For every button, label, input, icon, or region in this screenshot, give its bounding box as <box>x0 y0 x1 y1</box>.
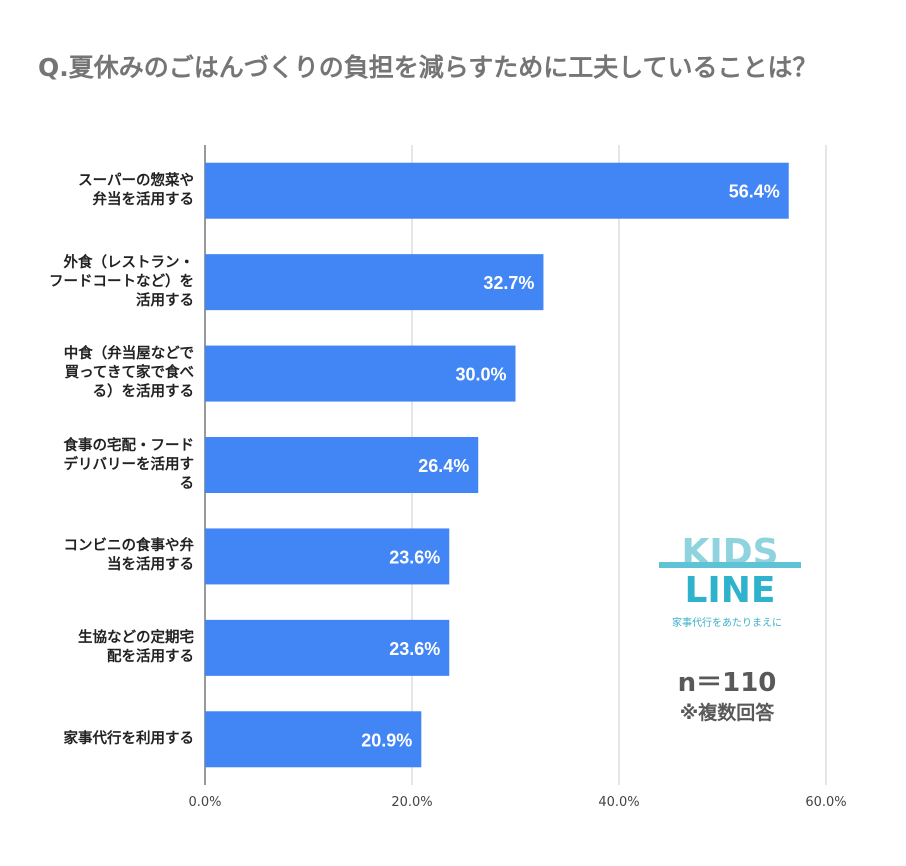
bar <box>205 711 422 768</box>
bar <box>205 437 479 493</box>
data-label: 56.4% <box>729 182 780 202</box>
category-label: コンビニの食事や弁 当を活用する <box>63 538 195 574</box>
data-label: 23.6% <box>389 547 440 567</box>
bar <box>205 345 516 402</box>
x-tick-label: 0.0% <box>188 795 222 810</box>
category-label: スーパーの惣菜や 弁当を活用する <box>78 172 194 208</box>
bar <box>205 619 450 676</box>
bar <box>205 254 544 311</box>
chart-title: Q.夏休みのごはんづくりの負担を減らすために工夫していることは？ <box>38 53 818 82</box>
category-label: 外食（レストラン・ フードコートなど）を 活用する <box>49 254 194 309</box>
multiple-answer-note: ※複数回答 <box>679 702 775 724</box>
bar <box>205 162 789 219</box>
category-label: 中食（弁当屋などで 買ってきて家で食べ る）を活用する <box>63 346 194 401</box>
logo-tagline: 家事代行をあたりまえに <box>672 618 782 629</box>
data-label: 30.0% <box>455 365 506 385</box>
data-label: 32.7% <box>483 273 534 293</box>
data-label: 20.9% <box>361 730 412 750</box>
svg-text:LINE: LINE <box>684 570 775 611</box>
sample-size: n＝110 <box>677 668 777 698</box>
bar <box>205 528 450 585</box>
data-label: 26.4% <box>418 456 469 476</box>
category-label: 生協などの定期宅 配を活用する <box>78 629 194 665</box>
kids-line-logo: KIDS LINE <box>659 532 801 611</box>
category-label: 家事代行を利用する <box>63 730 195 747</box>
category-label: 食事の宅配・フード デリバリーを活用す る <box>63 437 195 492</box>
x-tick-label: 60.0% <box>805 795 847 810</box>
data-label: 23.6% <box>389 639 440 659</box>
x-tick-label: 20.0% <box>391 795 433 810</box>
x-tick-label: 40.0% <box>598 795 640 810</box>
